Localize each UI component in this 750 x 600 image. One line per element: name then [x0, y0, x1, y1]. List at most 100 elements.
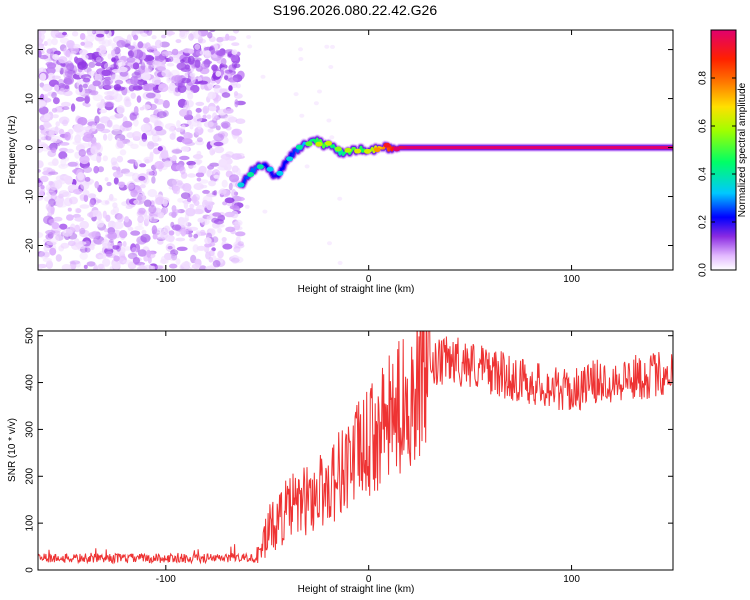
- y-tick-label: 500: [25, 327, 36, 344]
- noise-blob: [93, 264, 99, 270]
- noise-blob: [232, 30, 240, 34]
- frequency-ridge: [236, 134, 673, 190]
- noise-blob: [149, 151, 154, 159]
- noise-blob: [98, 254, 107, 259]
- noise-blob: [235, 83, 241, 89]
- noise-blob: [105, 214, 111, 222]
- noise-blob: [87, 193, 97, 199]
- noise-blob: [90, 153, 100, 161]
- noise-blob: [122, 127, 130, 132]
- noise-blob: [236, 51, 241, 57]
- noise-blob: [137, 215, 145, 223]
- y-tick-label: 400: [25, 374, 36, 391]
- snr-series-line: [38, 331, 673, 565]
- noise-blob: [170, 221, 175, 228]
- noise-blob: [109, 239, 114, 244]
- noise-blob: [168, 235, 175, 243]
- noise-blob: [160, 255, 167, 264]
- y-tick-label: -20: [25, 238, 36, 253]
- noise-blob: [116, 155, 124, 163]
- noise-blob: [191, 263, 201, 270]
- noise-blob: [143, 156, 153, 164]
- noise-blob: [126, 34, 132, 43]
- noise-blob: [122, 120, 133, 128]
- noise-blob: [92, 80, 101, 87]
- noise-blob: [231, 165, 239, 173]
- noise-blob: [79, 155, 90, 165]
- noise-blob: [153, 98, 159, 104]
- noise-blob: [208, 84, 213, 90]
- y-tick-label: 100: [25, 514, 36, 531]
- noise-blob: [43, 113, 51, 120]
- noise-blob: [103, 133, 108, 141]
- noise-blob: [208, 180, 216, 187]
- noise-blob: [48, 171, 59, 175]
- noise-blob: [89, 211, 93, 219]
- noise-blob: [42, 257, 52, 263]
- noise-blob: [169, 263, 178, 269]
- noise-blob: [82, 166, 93, 173]
- colorbar-tick-label: 0.4: [698, 167, 709, 181]
- noise-blob: [231, 128, 242, 136]
- noise-blob: [127, 45, 136, 50]
- noise-blob: [189, 237, 196, 242]
- ridge-spot: [295, 144, 303, 150]
- noise-blob: [246, 35, 252, 39]
- noise-blob: [103, 101, 115, 108]
- noise-blob: [96, 102, 106, 109]
- y-tick-label: 200: [25, 467, 36, 484]
- noise-blob: [171, 164, 177, 171]
- noise-blob: [128, 182, 136, 192]
- noise-blob: [107, 133, 113, 142]
- noise-blob: [229, 174, 240, 183]
- noise-blob: [90, 210, 102, 217]
- noise-blob: [148, 204, 157, 214]
- noise-blob: [121, 138, 131, 144]
- noise-blob: [213, 141, 224, 147]
- noise-blob: [96, 153, 102, 163]
- noise-blob: [51, 38, 58, 46]
- noise-blob: [324, 44, 330, 49]
- noise-blob: [188, 233, 193, 238]
- noise-blob: [176, 120, 181, 128]
- noise-blob: [96, 142, 101, 150]
- snr-panel: -100 0 100 0 100 200 300 400 500 Height of stra…: [7, 327, 674, 595]
- colorbar-gradient: [710, 29, 737, 271]
- noise-blob: [151, 35, 157, 40]
- noise-blob: [162, 198, 168, 207]
- noise-blob: [88, 61, 96, 68]
- noise-blob: [196, 137, 203, 143]
- noise-blob: [147, 189, 158, 198]
- noise-blob: [189, 124, 194, 130]
- noise-blob: [79, 220, 89, 230]
- noise-blob: [174, 74, 183, 84]
- noise-blob: [192, 244, 199, 253]
- noise-blob: [90, 244, 95, 251]
- noise-blob: [194, 59, 201, 68]
- noise-blob: [152, 133, 160, 143]
- noise-blob: [235, 118, 246, 124]
- snr-x-ticks: -100 0 100: [156, 331, 580, 585]
- noise-blob: [184, 141, 196, 146]
- noise-blob: [48, 234, 60, 244]
- noise-blob: [66, 214, 74, 221]
- noise-blob: [130, 230, 141, 236]
- noise-blob: [55, 121, 60, 127]
- noise-blob: [69, 223, 76, 232]
- noise-blob: [159, 41, 170, 48]
- noise-blob: [176, 62, 187, 71]
- noise-blob: [116, 213, 124, 223]
- noise-blob: [75, 260, 81, 268]
- noise-blob: [75, 96, 85, 102]
- noise-blob: [55, 234, 64, 241]
- colorbar-tick-label: 0.2: [698, 215, 709, 229]
- noise-blob: [64, 131, 71, 141]
- noise-blob: [125, 183, 135, 190]
- noise-blob: [337, 196, 343, 201]
- noise-blob: [140, 233, 151, 243]
- noise-blob: [141, 229, 147, 235]
- noise-blob: [225, 151, 235, 158]
- noise-blob: [179, 155, 190, 161]
- noise-blob: [97, 166, 105, 173]
- noise-blob: [327, 241, 332, 246]
